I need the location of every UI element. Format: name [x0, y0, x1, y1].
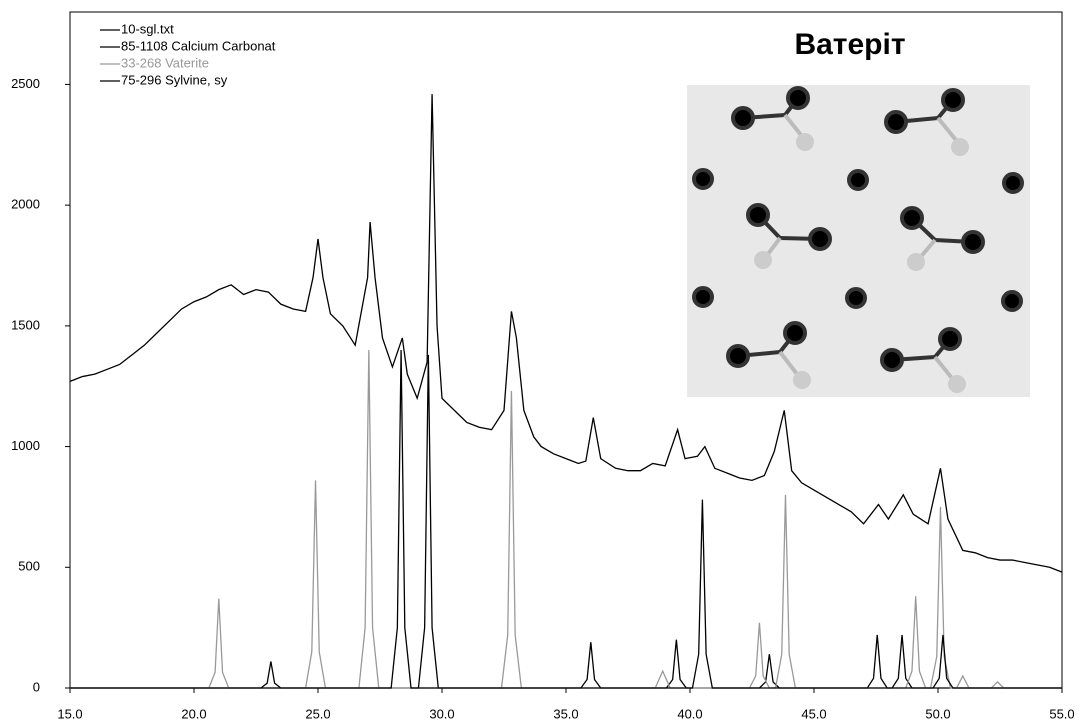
- x-tick-label: 20.0: [181, 706, 206, 721]
- x-tick-label: 30.0: [429, 706, 454, 721]
- series-line: [69, 94, 1063, 573]
- structure-inset: [687, 85, 1030, 397]
- series-line: [70, 349, 1062, 689]
- series-line: [70, 349, 1062, 689]
- y-tick-label: 1500: [11, 317, 40, 332]
- legend-label: 75-296 Sylvine, sy: [121, 72, 228, 87]
- y-tick-label: 1000: [11, 438, 40, 453]
- x-tick-label: 35.0: [553, 706, 578, 721]
- x-tick-label: 45.0: [801, 706, 826, 721]
- x-tick-label: 55.0: [1049, 706, 1074, 721]
- x-tick-label: 25.0: [305, 706, 330, 721]
- inset-title: Ватеріт: [794, 28, 905, 61]
- x-tick-label: 50.0: [925, 706, 950, 721]
- y-tick-label: 2000: [11, 197, 40, 212]
- x-tick-label: 15.0: [57, 706, 82, 721]
- legend-label: 10-sgl.txt: [121, 21, 174, 36]
- y-tick-label: 0: [33, 679, 40, 694]
- legend-label: 85-1108 Calcium Carbonat: [121, 38, 276, 53]
- legend-label: 33-268 Vaterite: [121, 55, 209, 70]
- molecules: [692, 86, 1024, 393]
- y-tick-label: 500: [18, 559, 40, 574]
- y-tick-label: 2500: [11, 76, 40, 91]
- x-tick-label: 40.0: [677, 706, 702, 721]
